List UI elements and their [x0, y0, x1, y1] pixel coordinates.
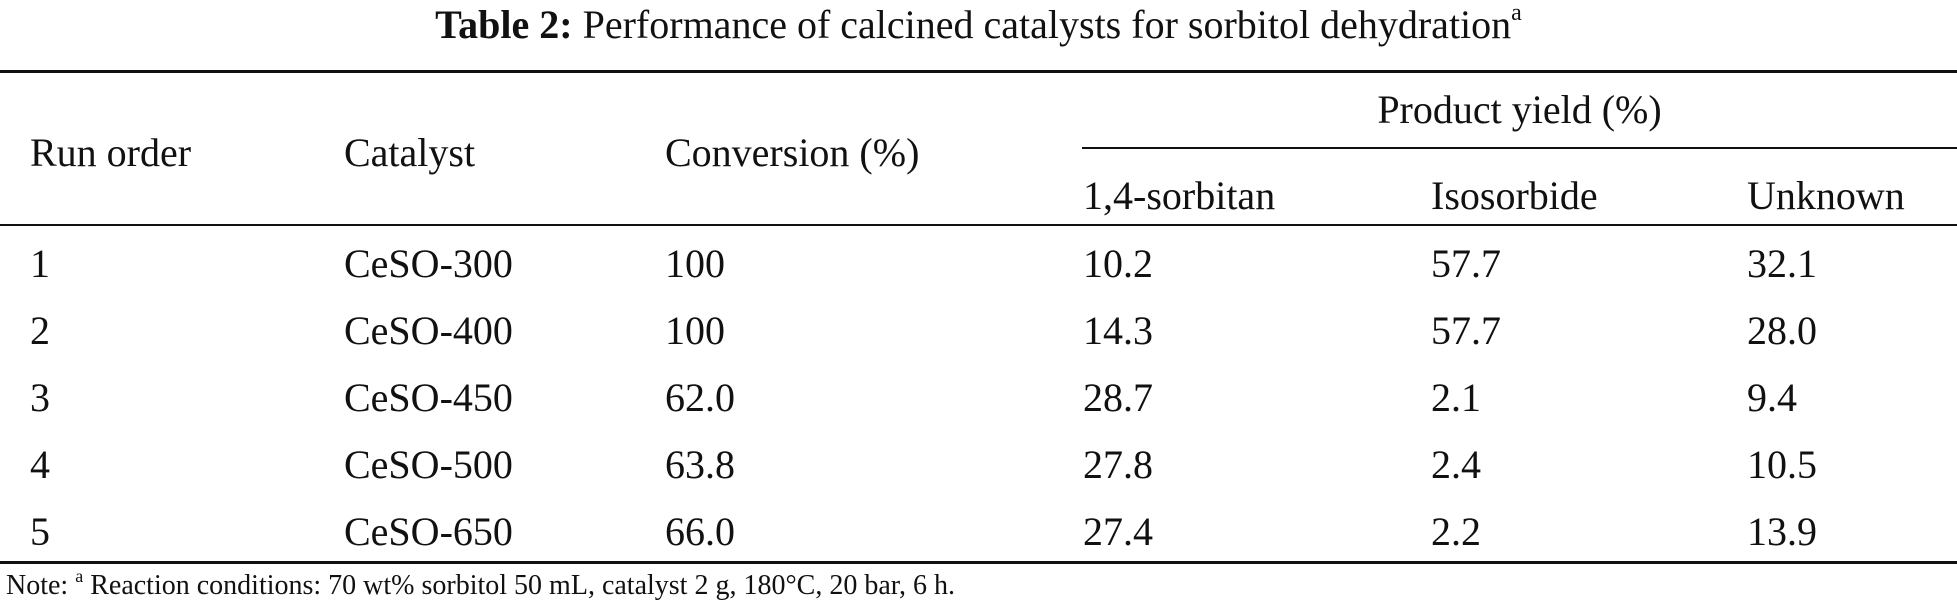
- cell-unknown: 9.4: [1747, 375, 1797, 420]
- cell-run-order: 2: [30, 308, 50, 353]
- cell-conversion: 66.0: [665, 509, 735, 554]
- cell-catalyst: CeSO-650: [344, 509, 513, 554]
- cell-isosorbide: 57.7: [1431, 241, 1501, 286]
- header-rule: [0, 224, 1957, 226]
- product-yield-subrule: [1082, 147, 1957, 149]
- cell-unknown: 32.1: [1747, 241, 1817, 286]
- cell-catalyst: CeSO-500: [344, 442, 513, 487]
- header-conversion: Conversion (%): [665, 130, 920, 175]
- cell-sorbitan: 28.7: [1083, 375, 1153, 420]
- cell-catalyst: CeSO-400: [344, 308, 513, 353]
- cell-isosorbide: 2.1: [1431, 375, 1481, 420]
- note-text: Reaction conditions: 70 wt% sorbitol 50 …: [90, 570, 955, 601]
- header-product-yield: Product yield (%): [1377, 87, 1662, 132]
- cell-isosorbide: 2.4: [1431, 442, 1481, 487]
- cell-conversion: 62.0: [665, 375, 735, 420]
- header-isosorbide: Isosorbide: [1431, 173, 1598, 218]
- cell-conversion: 100: [665, 241, 725, 286]
- table-caption: Table 2: Performance of calcined catalys…: [0, 0, 1957, 50]
- cell-conversion: 63.8: [665, 442, 735, 487]
- table-label: Table 2:: [435, 2, 573, 47]
- cell-sorbitan: 27.4: [1083, 509, 1153, 554]
- cell-unknown: 13.9: [1747, 509, 1817, 554]
- cell-unknown: 28.0: [1747, 308, 1817, 353]
- header-catalyst: Catalyst: [344, 130, 476, 175]
- note-prefix: Note:: [6, 570, 69, 601]
- cell-run-order: 5: [30, 509, 50, 554]
- cell-run-order: 3: [30, 375, 50, 420]
- cell-isosorbide: 2.2: [1431, 509, 1481, 554]
- cell-unknown: 10.5: [1747, 442, 1817, 487]
- header-sorbitan: 1,4-sorbitan: [1083, 173, 1276, 218]
- bottom-rule: [0, 561, 1957, 564]
- cell-conversion: 100: [665, 308, 725, 353]
- cell-sorbitan: 10.2: [1083, 241, 1153, 286]
- cell-run-order: 1: [30, 241, 50, 286]
- table-note: Note: a Reaction conditions: 70 wt% sorb…: [6, 566, 955, 603]
- note-footnote-mark: a: [75, 566, 84, 586]
- cell-sorbitan: 27.8: [1083, 442, 1153, 487]
- cell-catalyst: CeSO-300: [344, 241, 513, 286]
- header-run-order: Run order: [30, 130, 192, 175]
- cell-catalyst: CeSO-450: [344, 375, 513, 420]
- cell-isosorbide: 57.7: [1431, 308, 1501, 353]
- cell-sorbitan: 14.3: [1083, 308, 1153, 353]
- table-title: Performance of calcined catalysts for so…: [582, 2, 1512, 47]
- header-unknown: Unknown: [1747, 173, 1905, 218]
- caption-footnote-mark: a: [1511, 0, 1522, 26]
- cell-run-order: 4: [30, 442, 50, 487]
- top-rule: [0, 70, 1957, 73]
